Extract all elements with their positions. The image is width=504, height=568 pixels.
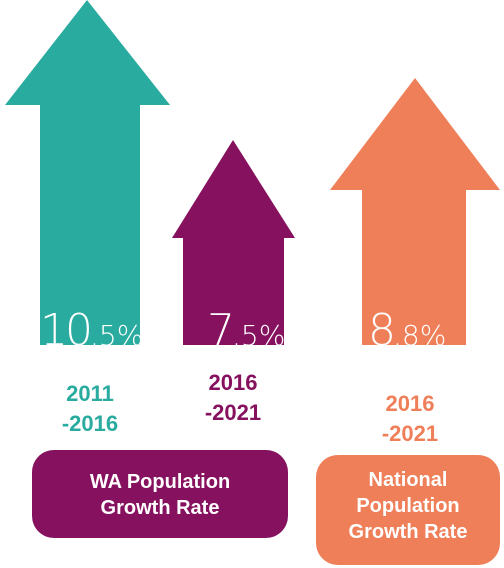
percent-whole: 10 bbox=[40, 305, 90, 356]
percent-fraction: .5% bbox=[232, 319, 285, 352]
period: 2016 bbox=[386, 391, 435, 416]
label-text: Population bbox=[356, 495, 459, 517]
label-text: Growth Rate bbox=[101, 497, 220, 519]
percent: 10.5% bbox=[40, 305, 143, 356]
period: -2016 bbox=[62, 411, 118, 436]
period: 2011 bbox=[66, 381, 114, 406]
period: 2016 bbox=[209, 370, 258, 395]
percent: 7.5% bbox=[207, 305, 285, 356]
arrow-purple bbox=[172, 140, 295, 345]
percent: 8.8% bbox=[368, 305, 446, 356]
period: -2021 bbox=[382, 421, 438, 446]
label-text: Growth Rate bbox=[349, 521, 468, 543]
percent-fraction: .8% bbox=[393, 319, 446, 352]
label-box bbox=[316, 455, 500, 565]
percent-whole: 8 bbox=[368, 305, 393, 356]
label-text: National bbox=[369, 469, 448, 491]
label-text: WA Population bbox=[90, 471, 230, 493]
percent-fraction: .5% bbox=[90, 319, 143, 352]
percent-whole: 7 bbox=[207, 305, 232, 356]
arrow-teal bbox=[5, 0, 170, 345]
label-box bbox=[32, 450, 288, 538]
arrow-orange bbox=[330, 78, 500, 345]
period: -2021 bbox=[205, 400, 261, 425]
